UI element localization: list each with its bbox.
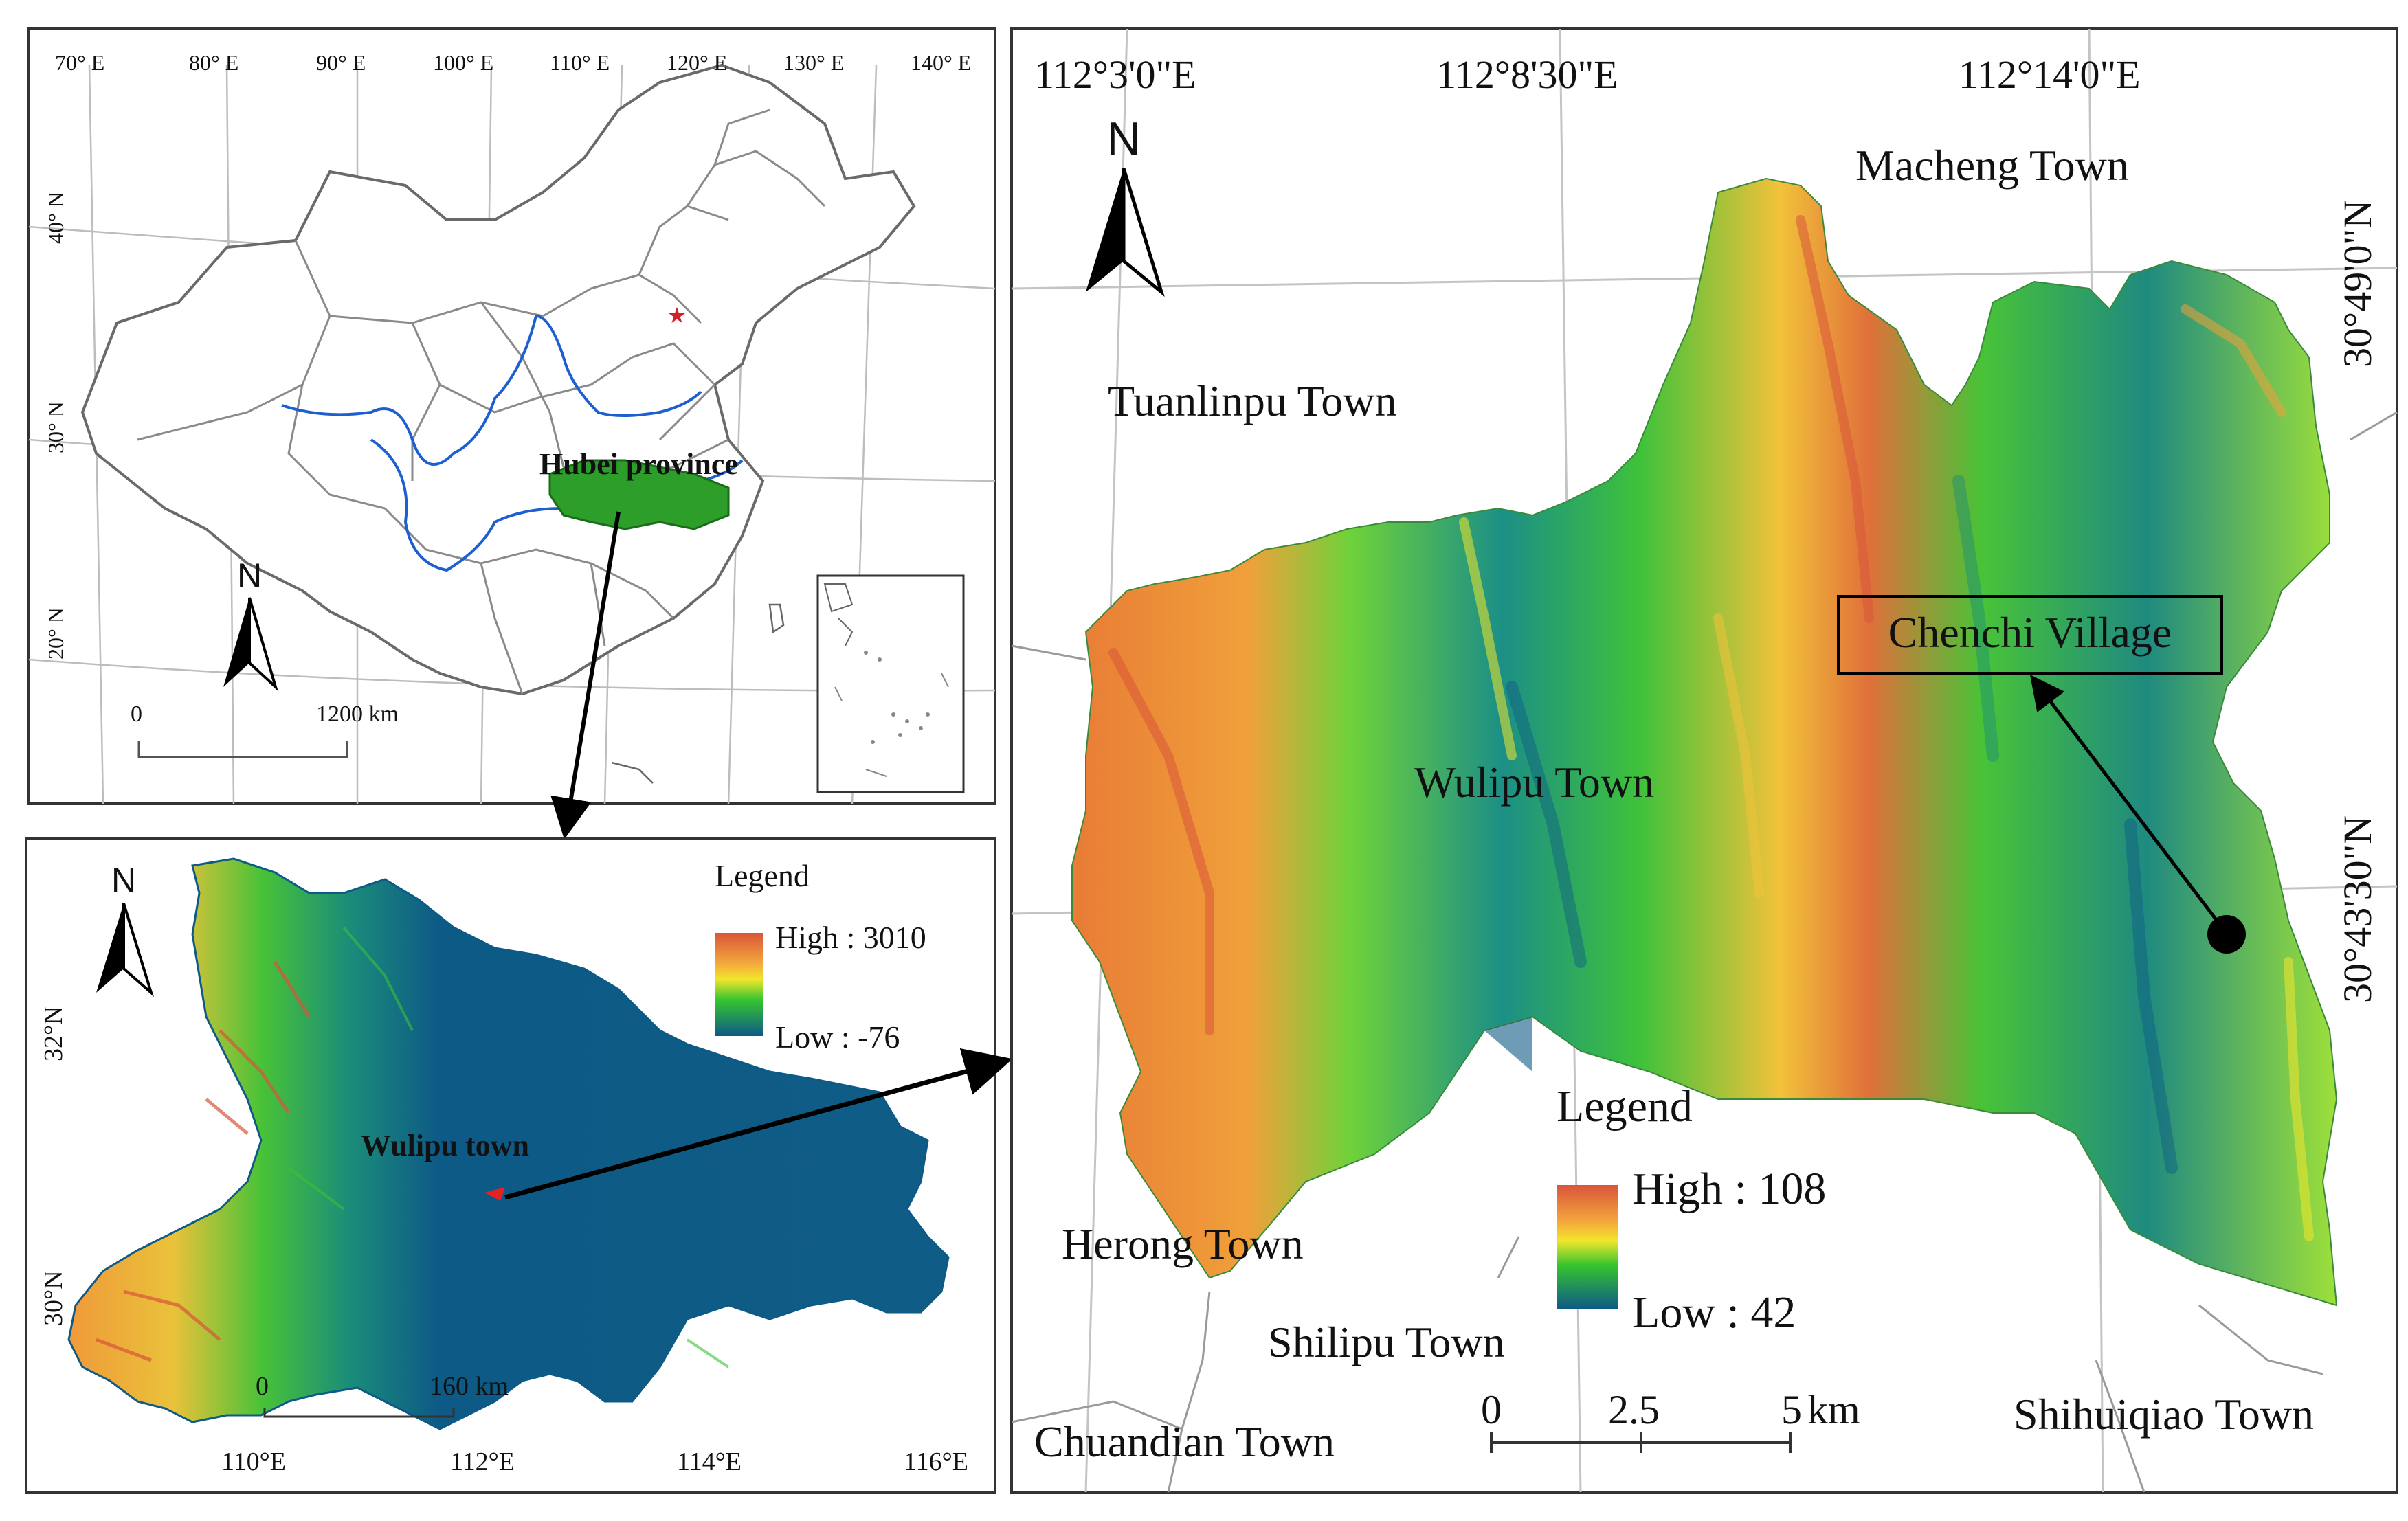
wulipu-north-arrow-icon: N xyxy=(1086,113,1165,297)
svg-text:5: 5 xyxy=(1781,1387,1802,1432)
svg-text:Low : 42: Low : 42 xyxy=(1632,1287,1796,1338)
china-overview-panel: ★ 70° E 80° E 90° E 100° E 110° E 120° E… xyxy=(27,27,996,805)
svg-text:km: km xyxy=(1807,1387,1860,1432)
chenchi-village-callout: Chenchi Village xyxy=(1837,595,2223,675)
china-lat-label: 20° N xyxy=(43,607,68,660)
svg-text:1200 km: 1200 km xyxy=(316,701,399,727)
china-lon-label: 100° E xyxy=(433,50,493,75)
svg-text:0: 0 xyxy=(131,701,142,727)
capital-star-icon: ★ xyxy=(667,303,687,328)
hubei-lon-label: 110°E xyxy=(221,1447,286,1476)
china-scale-bar: 0 1200 km xyxy=(131,701,399,758)
village-location-dot xyxy=(2207,915,2246,954)
wulipu-scale-bar: 0 2.5 5 km xyxy=(1481,1387,1860,1453)
wulipu-lon-label: 112°14'0"E xyxy=(1959,52,2141,97)
wulipu-dem-panel: 112°3'0"E 112°8'30"E 112°14'0"E 30°49'0"… xyxy=(1010,27,2398,1494)
town-label-chuandian: Chuandian Town xyxy=(1034,1417,1335,1466)
china-to-hubei-arrow xyxy=(550,511,621,840)
china-lon-label: 130° E xyxy=(783,50,844,75)
svg-text:160 km: 160 km xyxy=(430,1372,509,1401)
town-label-shihuiqiao: Shihuiqiao Town xyxy=(2014,1390,2314,1439)
hubei-lon-label: 114°E xyxy=(677,1447,742,1476)
wulipu-dem-raster xyxy=(1071,177,2338,1307)
town-label-macheng: Macheng Town xyxy=(1855,141,2129,190)
svg-text:0: 0 xyxy=(256,1372,269,1401)
hubei-ridges xyxy=(96,960,311,1362)
hubei-to-wulipu-arrow xyxy=(504,1048,1013,1200)
town-label-wulipu: Wulipu Town xyxy=(1414,758,1654,807)
hubei-lat-label: 32°N xyxy=(39,1006,68,1061)
south-china-sea-inset xyxy=(816,574,965,793)
taiwan-island xyxy=(768,603,785,634)
hainan-island xyxy=(611,761,654,784)
china-lon-label: 70° E xyxy=(55,50,104,75)
wulipu-lat-label: 30°49'0"N xyxy=(2335,200,2380,368)
svg-text:High : 3010: High : 3010 xyxy=(775,920,926,955)
wulipu-legend: Legend High : 108 Low : 42 xyxy=(1557,1081,1826,1338)
china-lat-label: 40° N xyxy=(43,192,68,244)
hubei-scale-bar: 0 160 km xyxy=(256,1372,509,1418)
town-boundaries xyxy=(1011,411,2398,1493)
china-lon-label: 90° E xyxy=(316,50,366,75)
hubei-province-label: Hubei province xyxy=(539,447,738,481)
hubei-dem-panel: Wulipu town Legend High : 3010 Low : -76… xyxy=(25,837,996,1494)
svg-text:N: N xyxy=(237,556,262,595)
village-pointer-arrow xyxy=(2029,675,2225,930)
wulipu-ridges xyxy=(1108,215,2314,1241)
china-lon-label: 80° E xyxy=(189,50,238,75)
svg-text:0: 0 xyxy=(1481,1387,1502,1432)
hubei-lat-label: 30°N xyxy=(39,1270,68,1326)
town-label-tuanlinpu: Tuanlinpu Town xyxy=(1108,376,1397,425)
svg-text:N: N xyxy=(111,861,136,899)
wulipu-lon-label: 112°3'0"E xyxy=(1034,52,1196,97)
wulipu-site-marker xyxy=(484,1187,505,1201)
svg-text:Chenchi Village: Chenchi Village xyxy=(1888,608,2172,657)
svg-text:Legend: Legend xyxy=(715,858,810,893)
wulipu-town-label: Wulipu town xyxy=(361,1129,529,1162)
town-label-shilipu: Shilipu Town xyxy=(1268,1318,1505,1366)
china-lon-label: 120° E xyxy=(667,50,727,75)
svg-text:Legend: Legend xyxy=(1557,1081,1693,1131)
china-lat-label: 30° N xyxy=(43,401,68,453)
china-north-arrow-icon: N xyxy=(223,556,278,692)
svg-text:High : 108: High : 108 xyxy=(1632,1164,1826,1214)
china-outline xyxy=(80,63,916,696)
wulipu-lon-label: 112°8'30"E xyxy=(1436,52,1618,97)
town-label-herong: Herong Town xyxy=(1062,1219,1304,1268)
hubei-dem-raster xyxy=(67,857,950,1430)
svg-text:N: N xyxy=(1106,113,1140,165)
wulipu-lat-label: 30°43'30"N xyxy=(2335,815,2380,1003)
hubei-lon-label: 116°E xyxy=(904,1447,968,1476)
china-lon-label: 140° E xyxy=(911,50,971,75)
hubei-lon-label: 112°E xyxy=(450,1447,515,1476)
svg-text:Low : -76: Low : -76 xyxy=(775,1019,900,1055)
hubei-north-arrow-icon: N xyxy=(96,861,154,998)
svg-text:2.5: 2.5 xyxy=(1608,1387,1660,1432)
china-lon-label: 110° E xyxy=(550,50,610,75)
hubei-highlight xyxy=(548,459,730,530)
hubei-legend: Legend High : 3010 Low : -76 xyxy=(715,858,926,1055)
